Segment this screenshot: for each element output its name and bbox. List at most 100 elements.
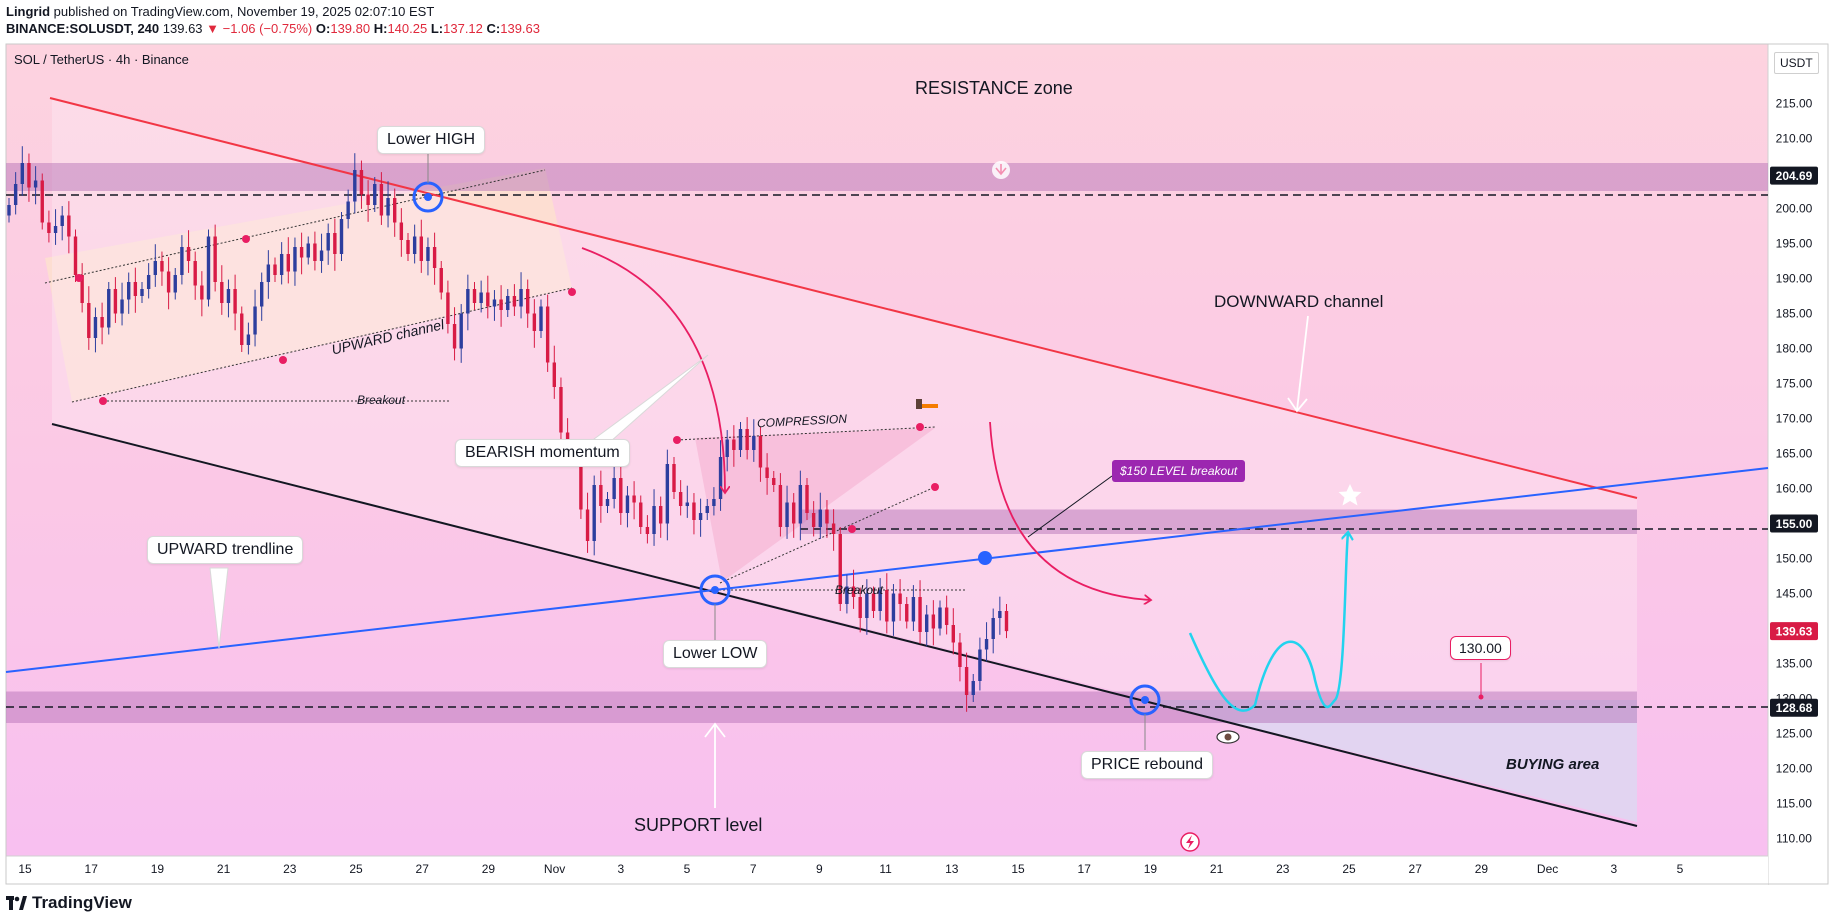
candle xyxy=(452,307,457,361)
support-pointer-head xyxy=(704,722,726,738)
candle xyxy=(519,272,523,319)
candle xyxy=(20,146,24,196)
time-axis[interactable]: 15 17 19 21 23 25 27 29 Nov 3 5 7 9 11 13 15 17 19 21 23 25 2… xyxy=(18,862,1683,876)
candle xyxy=(220,265,224,315)
time-tick-label: 23 xyxy=(1276,862,1290,876)
candle xyxy=(206,229,211,307)
lower-high-marker-dot xyxy=(424,193,432,201)
price-label-bg xyxy=(1770,698,1818,717)
candle xyxy=(798,470,803,541)
candle xyxy=(758,426,763,482)
candle xyxy=(379,172,384,225)
candle xyxy=(811,501,816,537)
tradingview-logo-icon xyxy=(6,896,27,910)
breakout-label-2: Breakout xyxy=(835,583,884,597)
price-axis[interactable]: 220.00215.00210.00205.00200.00195.00190.… xyxy=(1770,62,1818,846)
price-tick-label: 115.00 xyxy=(1776,797,1812,811)
candle xyxy=(299,232,304,275)
pivot-dot xyxy=(931,483,939,491)
candle xyxy=(752,419,756,462)
footer: TradingView xyxy=(0,885,1829,921)
price-tick-label: 210.00 xyxy=(1776,132,1813,146)
candle xyxy=(233,274,237,331)
time-tick-label: 21 xyxy=(1210,862,1224,876)
trendline-callout-tail xyxy=(209,567,229,649)
candle xyxy=(266,250,271,299)
candle xyxy=(805,478,809,520)
candle xyxy=(412,224,417,264)
time-tick-label: 29 xyxy=(1475,862,1489,876)
candle xyxy=(459,304,463,363)
time-tick-label: 17 xyxy=(85,862,99,876)
candle xyxy=(506,289,510,317)
candle xyxy=(140,282,144,303)
price-tick-label: 110.00 xyxy=(1776,832,1812,846)
time-tick-label: 15 xyxy=(18,862,32,876)
candle xyxy=(645,515,650,544)
tradingview-brand: TradingView xyxy=(32,893,132,912)
candle xyxy=(33,166,38,205)
candle xyxy=(772,471,776,492)
time-tick-label: 25 xyxy=(349,862,363,876)
candle xyxy=(991,608,995,654)
pivot-dot xyxy=(673,436,681,444)
candle xyxy=(213,224,217,292)
compression-triangle xyxy=(695,428,935,582)
downward-channel-label: DOWNWARD channel xyxy=(1214,292,1384,311)
candle xyxy=(925,605,929,647)
candle xyxy=(718,440,723,511)
rebound-marker-dot xyxy=(1141,696,1149,704)
candle xyxy=(492,290,497,321)
candle xyxy=(592,475,596,556)
time-tick-label: 29 xyxy=(482,862,496,876)
tradingview-logo[interactable]: TradingView xyxy=(6,893,132,913)
candle xyxy=(692,493,696,535)
candle xyxy=(486,275,490,319)
candle xyxy=(599,470,603,523)
candle xyxy=(13,172,18,215)
candle xyxy=(632,481,636,520)
pivot-dot xyxy=(99,397,107,405)
candle xyxy=(80,263,84,313)
time-tick-label: 13 xyxy=(945,862,959,876)
candle xyxy=(366,180,370,222)
candle xyxy=(246,322,251,355)
downward-channel-shade xyxy=(52,98,1637,822)
candle xyxy=(792,493,796,538)
candle xyxy=(865,579,869,635)
candle xyxy=(73,229,78,282)
candle xyxy=(346,189,350,229)
currency-label[interactable]: USDT xyxy=(1774,52,1819,74)
arrow-down-circle-icon xyxy=(992,161,1010,179)
zones-layer xyxy=(6,163,1768,723)
candle xyxy=(526,279,530,328)
upward-channel-fill xyxy=(45,168,572,402)
upward-channel-top xyxy=(44,169,546,284)
candle xyxy=(319,233,324,273)
candle xyxy=(605,492,610,513)
candle xyxy=(964,652,969,712)
candle xyxy=(120,282,124,326)
candle xyxy=(918,580,922,644)
candle xyxy=(446,280,450,334)
price-tick-label: 120.00 xyxy=(1776,762,1813,776)
price-tick-label: 150.00 xyxy=(1776,552,1813,566)
pivot-dot xyxy=(848,525,856,533)
pivot-dot xyxy=(242,235,250,243)
author-name[interactable]: Lingrid xyxy=(6,4,51,19)
candle xyxy=(472,282,477,310)
lower-high-callout: Lower HIGH xyxy=(377,126,486,154)
candle xyxy=(160,251,164,286)
price-tick-label: 215.00 xyxy=(1776,97,1813,111)
candle xyxy=(825,500,829,538)
price-chart[interactable]: 220.00215.00210.00205.00200.00195.00190.… xyxy=(0,0,1829,885)
candle xyxy=(432,232,437,285)
candle xyxy=(625,486,630,528)
candle xyxy=(712,487,716,516)
candle xyxy=(306,236,310,265)
price-tick-label: 190.00 xyxy=(1776,272,1813,286)
candle xyxy=(353,153,357,214)
candle xyxy=(612,466,616,509)
ohlc-line: BINANCE:SOLUSDT, 240 139.63 ▼ −1.06 (−0.… xyxy=(6,21,540,37)
candle xyxy=(951,608,955,655)
